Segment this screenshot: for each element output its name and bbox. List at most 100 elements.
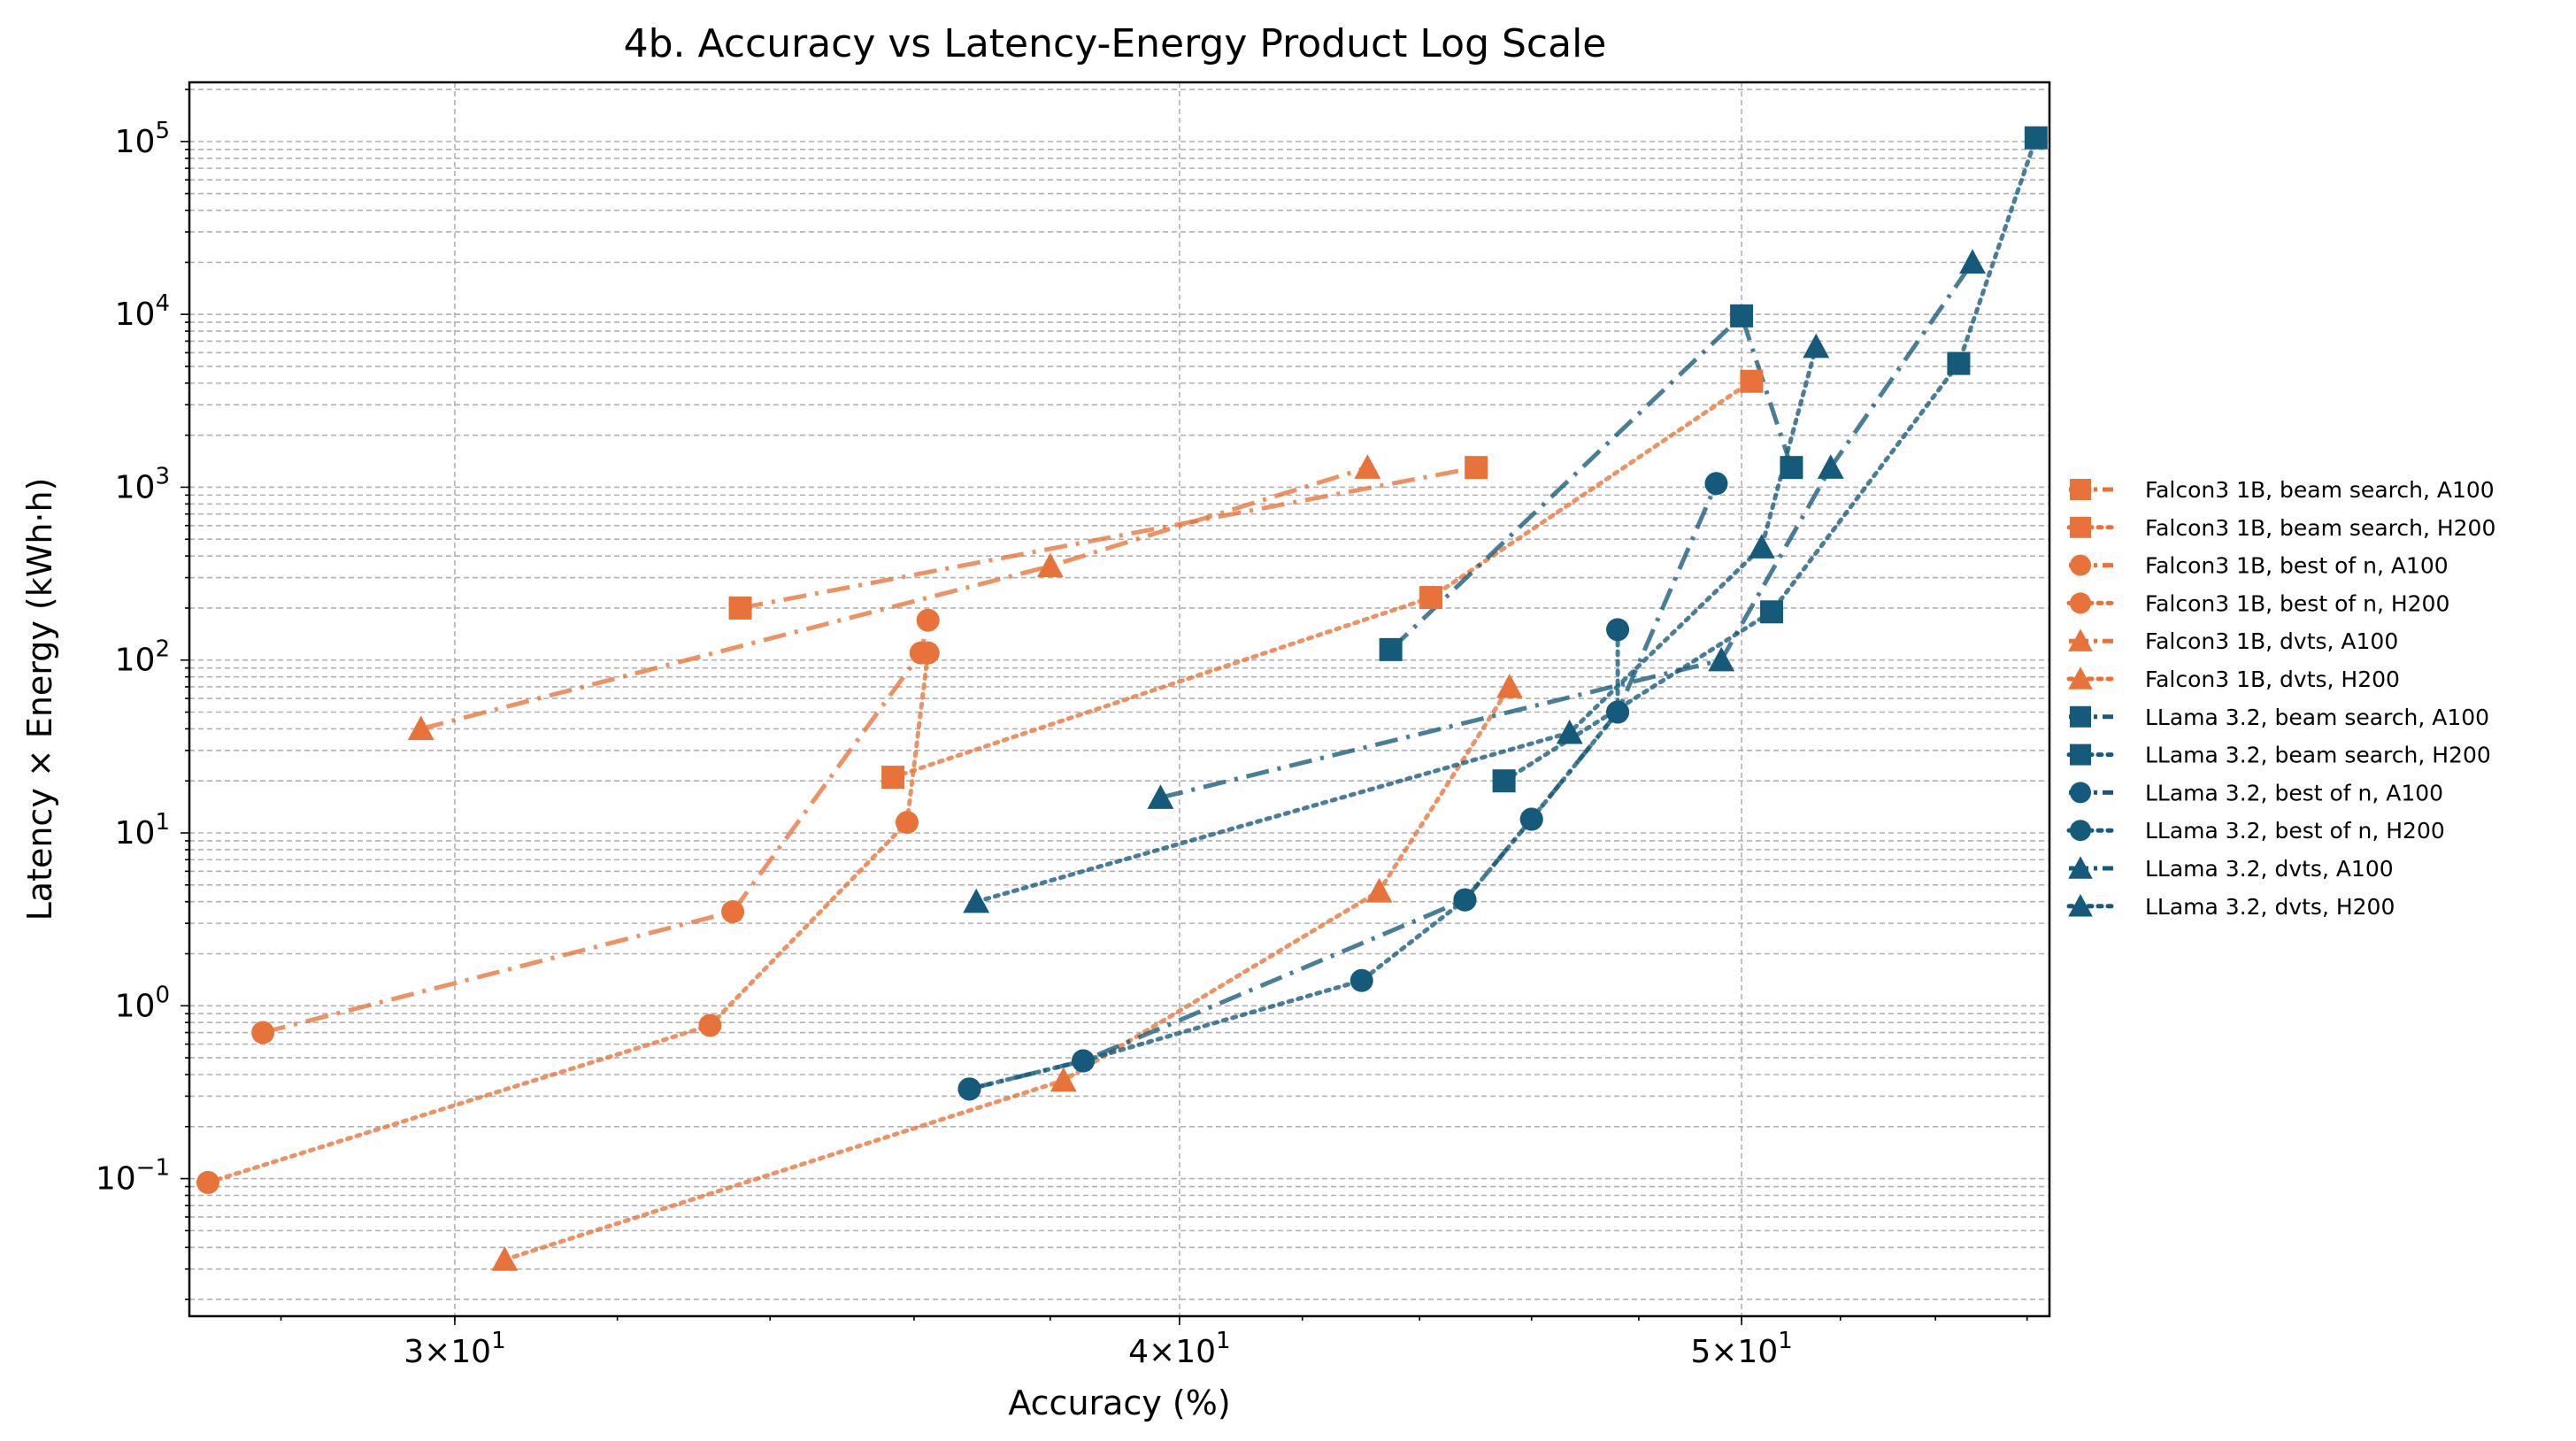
data-point-circle (1606, 700, 1630, 724)
data-point-triangle (1803, 333, 1830, 358)
legend-label: LLama 3.2, beam search, A100 (2145, 705, 2489, 730)
data-point-triangle (1147, 784, 1174, 809)
data-point-circle (698, 1013, 722, 1037)
data-point-square (1947, 351, 1971, 375)
y-tick-exponent: 4 (155, 290, 170, 317)
series-line (1502, 135, 2039, 783)
data-point-square (2024, 126, 2048, 150)
data-point-square (1492, 769, 1516, 793)
legend-item: Falcon3 1B, beam search, H200 (2066, 515, 2495, 541)
data-point-circle (251, 1021, 275, 1044)
y-tick-exponent: −1 (136, 1155, 170, 1182)
x-tick-exponent: 1 (1216, 1328, 1231, 1354)
legend-item: Falcon3 1B, dvts, A100 (2068, 628, 2398, 654)
data-point-circle (196, 1170, 220, 1194)
data-point-circle (916, 641, 940, 665)
legend-item: Falcon3 1B, beam search, A100 (2069, 477, 2495, 503)
y-tick-label: 104 (115, 290, 170, 333)
legend-item: LLama 3.2, beam search, A100 (2069, 705, 2489, 730)
y-tick-label: 101 (115, 809, 170, 852)
data-point-triangle (491, 1246, 519, 1271)
legend-marker-triangle (2068, 856, 2093, 879)
x-tick-label: 3×101 (404, 1328, 505, 1370)
legend-label: Falcon3 1B, dvts, A100 (2145, 628, 2398, 654)
legend-marker-circle (2070, 592, 2091, 614)
chart-title: 4b. Accuracy vs Latency-Energy Product L… (624, 21, 1607, 66)
data-point-triangle (1354, 454, 1381, 479)
legend-marker-square (2070, 744, 2091, 766)
legend-item: LLama 3.2, best of n, H200 (2066, 818, 2445, 844)
series-line (205, 651, 931, 1185)
y-tick-exponent: 1 (155, 809, 170, 836)
data-point-triangle (1959, 249, 1986, 274)
series-line (740, 465, 1477, 611)
data-point-circle (1350, 968, 1373, 992)
x-tick-base: 3×10 (404, 1334, 491, 1370)
data-point-square (1465, 456, 1488, 480)
y-tick-base: 10 (115, 297, 156, 333)
data-point-triangle (1496, 674, 1523, 698)
legend-label: Falcon3 1B, dvts, H200 (2145, 667, 2400, 692)
legend-label: LLama 3.2, dvts, A100 (2145, 856, 2394, 882)
data-point-circle (1453, 888, 1477, 912)
legend-marker-square (2070, 516, 2091, 538)
x-tick-base: 4×10 (1128, 1334, 1216, 1370)
data-point-circle (896, 811, 919, 835)
data-point-circle (1072, 1049, 1096, 1073)
x-tick-exponent: 1 (491, 1328, 506, 1354)
y-tick-label: 103 (115, 463, 170, 505)
legend-item: Falcon3 1B, best of n, A100 (2069, 553, 2449, 579)
y-tick-label: 105 (115, 118, 170, 160)
y-tick-label: 100 (115, 982, 170, 1024)
y-tick-label: 102 (115, 636, 170, 679)
legend-label: Falcon3 1B, best of n, A100 (2145, 553, 2449, 579)
data-point-square (1379, 637, 1403, 661)
data-point-circle (1519, 807, 1543, 831)
x-tick-exponent: 1 (1778, 1328, 1793, 1354)
legend-item: LLama 3.2, beam search, H200 (2066, 743, 2491, 768)
legend-marker-square (2070, 479, 2091, 500)
data-point-circle (721, 900, 745, 924)
legend-item: LLama 3.2, best of n, A100 (2069, 780, 2443, 805)
legend-label: LLama 3.2, beam search, H200 (2145, 743, 2491, 768)
data-point-circle (1606, 618, 1630, 642)
legend: Falcon3 1B, beam search, A100 Falcon3 1B,… (2066, 477, 2495, 920)
y-tick-exponent: 0 (155, 982, 170, 1008)
data-point-circle (957, 1077, 981, 1101)
legend-marker-circle (2070, 554, 2091, 576)
legend-marker-triangle (2068, 894, 2093, 917)
legend-marker-circle (2070, 820, 2091, 842)
legend-item: Falcon3 1B, dvts, H200 (2066, 667, 2400, 692)
series-line (262, 620, 931, 1035)
data-point-square (1730, 304, 1754, 328)
data-point-triangle (407, 715, 434, 741)
grid-layer (189, 82, 2049, 1316)
data-point-triangle (963, 888, 990, 913)
y-tick-base: 10 (96, 1161, 136, 1198)
y-tick-label: 10−1 (96, 1155, 170, 1198)
data-point-triangle (1708, 646, 1735, 672)
x-tick-label: 4×101 (1128, 1328, 1230, 1370)
data-point-square (1760, 600, 1784, 624)
data-point-triangle (1817, 454, 1844, 479)
x-tick-label: 5×101 (1690, 1328, 1792, 1370)
data-point-square (728, 596, 752, 620)
legend-marker-triangle (2068, 628, 2093, 651)
data-point-square (1780, 456, 1803, 480)
legend-item: Falcon3 1B, best of n, H200 (2066, 590, 2449, 616)
legend-marker-triangle (2068, 667, 2093, 690)
y-tick-exponent: 5 (155, 118, 170, 144)
y-tick-base: 10 (115, 469, 156, 505)
data-point-triangle (1050, 1067, 1077, 1092)
series-line (1388, 312, 1794, 651)
y-tick-exponent: 3 (155, 463, 170, 489)
x-axis-label: Accuracy (%) (1008, 1383, 1230, 1422)
x-tick-base: 5×10 (1690, 1334, 1778, 1370)
legend-label: Falcon3 1B, best of n, H200 (2145, 590, 2449, 616)
series-line (973, 344, 1819, 905)
data-point-triangle (1556, 719, 1583, 744)
legend-item: LLama 3.2, dvts, A100 (2068, 856, 2394, 882)
